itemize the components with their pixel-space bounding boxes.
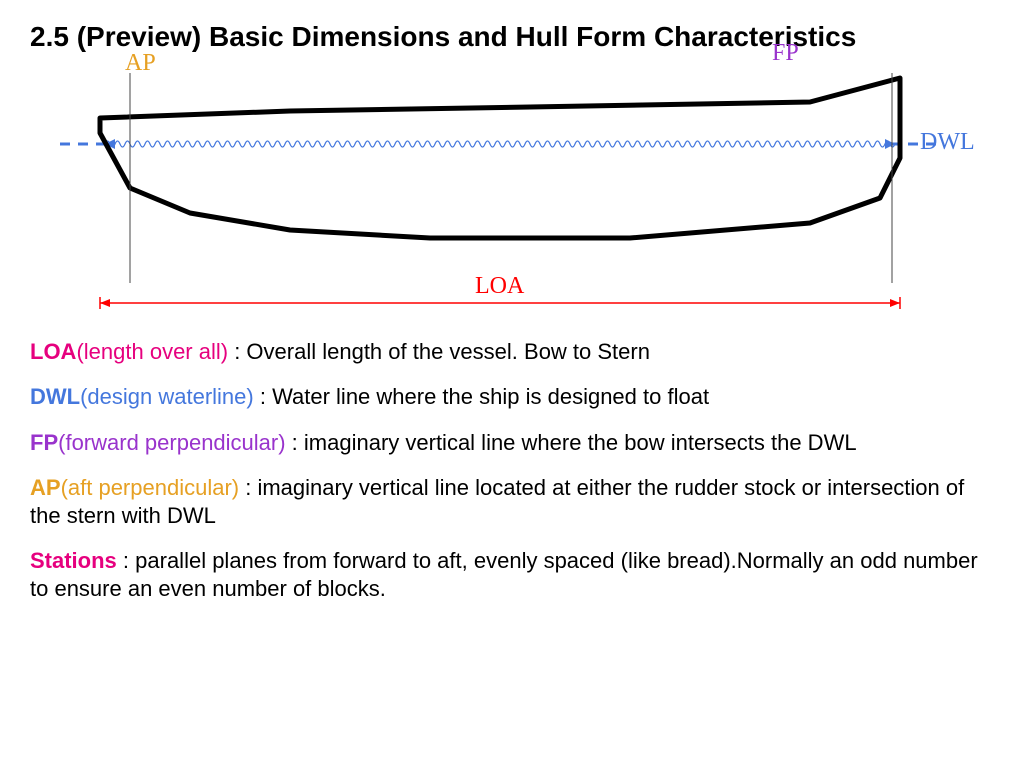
term-desc: : parallel planes from forward to aft, e… (30, 548, 978, 601)
term-paren: (length over all) (76, 339, 234, 364)
fp-label: FP (772, 40, 799, 67)
definitions-list: LOA(length over all) : Overall length of… (30, 338, 994, 603)
definition-row: FP(forward perpendicular) : imaginary ve… (30, 429, 994, 457)
loa-label: LOA (475, 273, 524, 300)
term-paren: (forward perpendicular) (58, 430, 292, 455)
term-desc: : Water line where the ship is designed … (260, 384, 709, 409)
definition-row: DWL(design waterline) : Water line where… (30, 383, 994, 411)
term: DWL (30, 384, 80, 409)
dwl-label: DWL (920, 129, 975, 156)
page-title: 2.5 (Preview) Basic Dimensions and Hull … (30, 20, 994, 54)
term: FP (30, 430, 58, 455)
term: Stations (30, 548, 117, 573)
term-desc: : imaginary vertical line where the bow … (292, 430, 857, 455)
ap-label: AP (125, 50, 156, 77)
definition-row: LOA(length over all) : Overall length of… (30, 338, 994, 366)
term-paren: (aft perpendicular) (61, 475, 246, 500)
term-paren: (design waterline) (80, 384, 260, 409)
term: LOA (30, 339, 76, 364)
definition-row: Stations : parallel planes from forward … (30, 547, 994, 602)
hull-diagram: AP FP DWL LOA (30, 58, 970, 338)
term: AP (30, 475, 61, 500)
definition-row: AP(aft perpendicular) : imaginary vertic… (30, 474, 994, 529)
term-desc: : Overall length of the vessel. Bow to S… (234, 339, 650, 364)
